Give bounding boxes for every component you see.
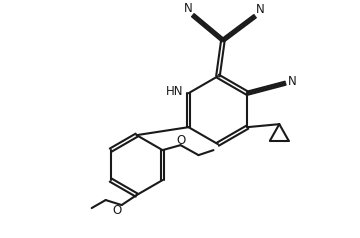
Text: O: O [176, 134, 185, 147]
Text: N: N [256, 3, 264, 16]
Text: O: O [112, 203, 121, 217]
Text: N: N [184, 2, 192, 15]
Text: N: N [288, 75, 297, 88]
Text: HN: HN [166, 85, 183, 98]
